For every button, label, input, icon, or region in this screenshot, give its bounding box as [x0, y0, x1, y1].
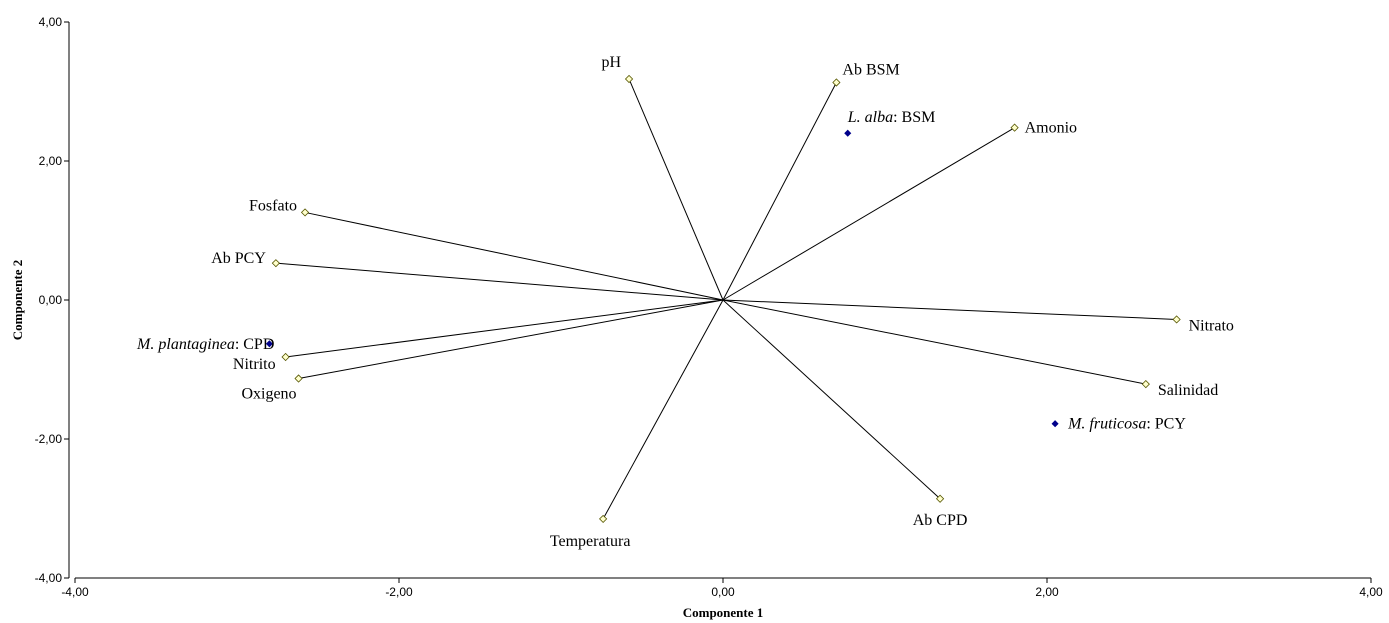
vector: Salinidad: [722, 299, 1218, 399]
species-site: : BSM: [893, 109, 935, 126]
species-label: M. plantaginea: CPD: [136, 336, 274, 353]
x-ticks: -4,00 -2,00 0,00 2,00 4,00: [61, 578, 1383, 599]
y-tick-label: 0,00: [39, 293, 63, 307]
vector: Oxigeno: [241, 299, 724, 403]
species-site: : PCY: [1146, 416, 1186, 433]
y-axis-title: Componente 2: [10, 260, 25, 341]
vector: Temperatura: [550, 299, 724, 550]
vector-line: [285, 299, 724, 358]
vector-label: Amonio: [1025, 120, 1077, 137]
species-point: L. alba: BSM: [844, 109, 935, 137]
vector: Ab CPD: [722, 299, 968, 529]
vector-label: Temperatura: [550, 533, 631, 550]
vector-marker: [1172, 315, 1181, 324]
x-tick-label: 0,00: [711, 585, 735, 599]
vector: Amonio: [722, 120, 1077, 301]
y-ticks: -4,00 -2,00 0,00 2,00 4,00: [35, 15, 69, 585]
vector-marker: [599, 514, 608, 524]
species-marker: [265, 340, 273, 348]
vector: Nitrito: [233, 299, 724, 373]
y-tick-label: 4,00: [39, 15, 63, 29]
vector-label: pH: [601, 54, 621, 71]
vector-marker: [294, 374, 303, 383]
species-label: L. alba: BSM: [847, 109, 936, 126]
vector-line: [298, 299, 724, 380]
vector-label: Nitrito: [233, 356, 276, 373]
species-marker: [844, 129, 852, 137]
vector-marker: [300, 208, 310, 217]
species-name: M. plantaginea: [136, 336, 235, 353]
vector-label: Ab CPD: [913, 512, 968, 529]
vector-line: [602, 299, 724, 520]
y-tick-label: -2,00: [35, 432, 63, 446]
species-point: M. fruticosa: PCY: [1051, 416, 1186, 433]
species-marker: [1051, 420, 1059, 428]
vector-label: Oxigeno: [241, 386, 296, 403]
vector: Ab BSM: [722, 61, 900, 301]
vector-marker: [832, 78, 841, 87]
vector-label: Nitrato: [1189, 317, 1234, 334]
vector-marker: [935, 494, 945, 503]
vector: Nitrato: [722, 299, 1234, 334]
vector-marker: [1010, 123, 1019, 132]
vector-marker: [281, 352, 290, 362]
vector-label: Ab PCY: [211, 250, 266, 267]
vector-line: [722, 299, 941, 500]
vector: pH: [601, 54, 724, 301]
vector-line: [275, 262, 724, 301]
vector-label: Salinidad: [1158, 382, 1218, 399]
x-tick-label: -2,00: [385, 585, 413, 599]
species-name: L. alba: [847, 109, 893, 126]
species-label: M. fruticosa: PCY: [1067, 416, 1186, 433]
vector-label: Ab BSM: [842, 61, 899, 78]
x-tick-label: 2,00: [1035, 585, 1059, 599]
vector-marker: [271, 259, 280, 268]
vector-marker: [624, 74, 634, 84]
vector-line: [722, 299, 1177, 320]
x-axis-title: Componente 1: [683, 605, 764, 620]
species-name: M. fruticosa: [1067, 416, 1146, 433]
species-site: : CPD: [235, 336, 275, 353]
y-tick-label: -4,00: [35, 571, 63, 585]
vector-label: Fosfato: [249, 197, 297, 214]
species-point: M. plantaginea: CPD: [136, 336, 274, 353]
y-tick-label: 2,00: [39, 154, 63, 168]
vector: Fosfato: [249, 197, 724, 301]
vector: Ab PCY: [211, 250, 724, 301]
x-tick-label: -4,00: [61, 585, 89, 599]
vectors: pH Ab BSM Amonio Fosfato Ab PCY Nitrato Salini…: [211, 54, 1234, 550]
vector-line: [722, 299, 1146, 385]
vector-line: [722, 82, 837, 301]
species-points: L. alba: BSM M. plantaginea: CPD M. frutic…: [136, 109, 1186, 433]
axes: -4,00 -2,00 0,00 2,00 4,00 -4,00 -2,00 0,00 2,0…: [10, 15, 1383, 620]
vector-line: [304, 211, 724, 301]
vector-line: [628, 78, 724, 301]
vector-marker: [1141, 379, 1150, 389]
vector-line: [722, 127, 1015, 301]
x-tick-label: 4,00: [1359, 585, 1383, 599]
